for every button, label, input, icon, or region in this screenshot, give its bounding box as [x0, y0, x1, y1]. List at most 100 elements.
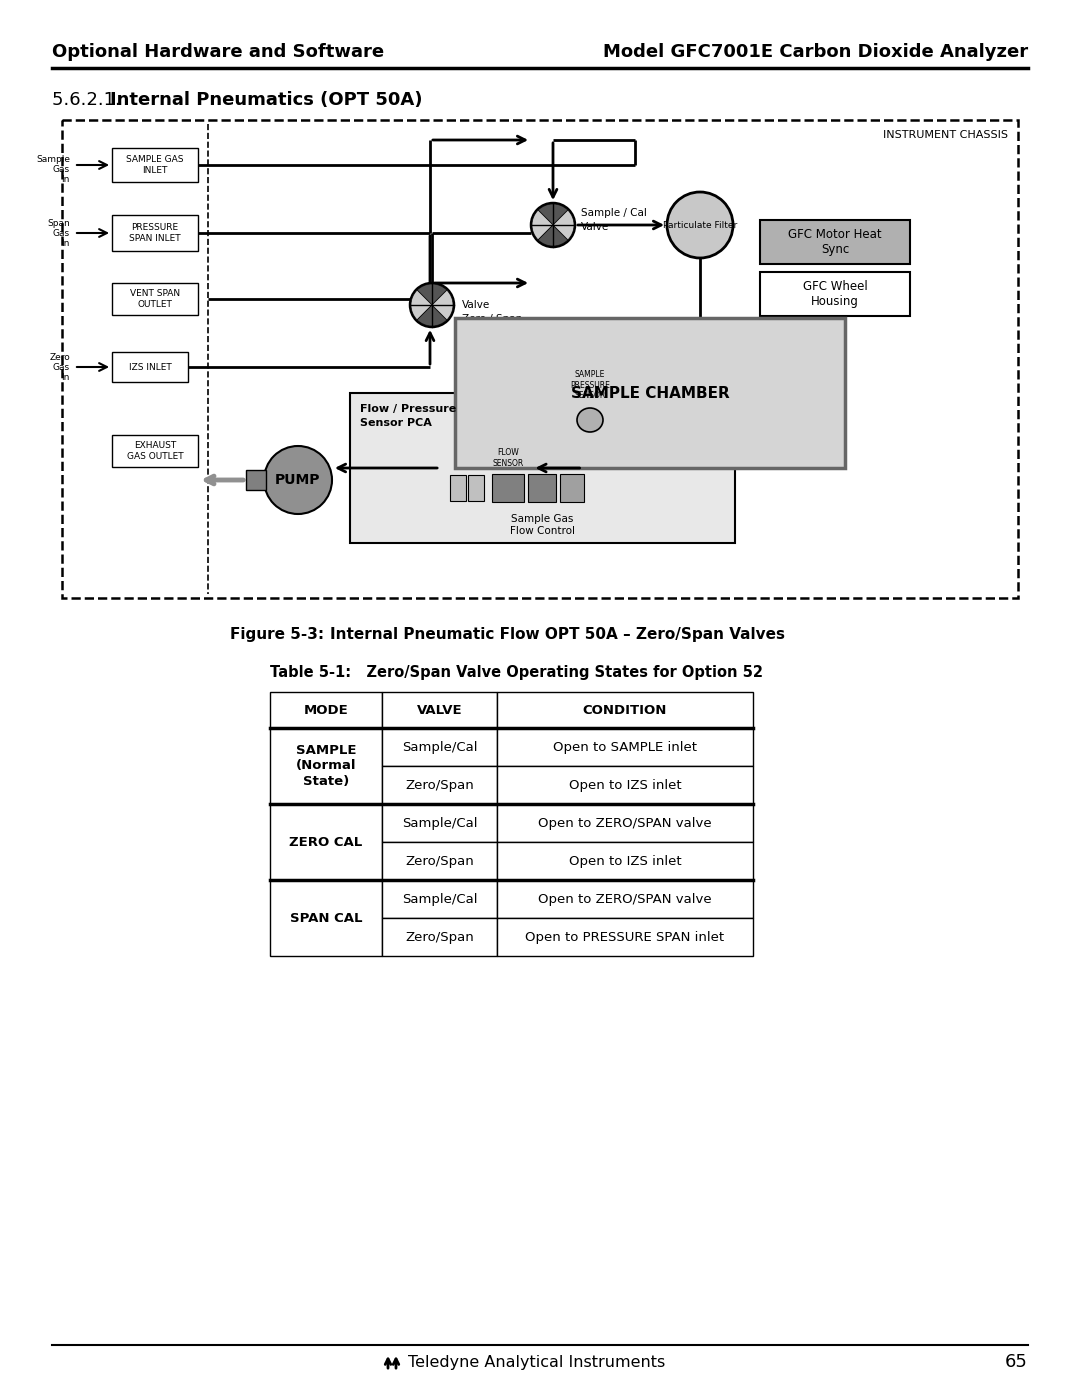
FancyBboxPatch shape [450, 475, 465, 502]
Wedge shape [538, 225, 568, 246]
Text: Sample/Cal: Sample/Cal [402, 893, 477, 905]
Wedge shape [538, 204, 568, 225]
Circle shape [531, 203, 575, 247]
Text: Open to IZS inlet: Open to IZS inlet [569, 778, 681, 792]
FancyBboxPatch shape [492, 474, 524, 502]
Text: Open to IZS inlet: Open to IZS inlet [569, 855, 681, 868]
FancyBboxPatch shape [270, 692, 382, 728]
FancyBboxPatch shape [497, 918, 753, 956]
Text: Zero/Span: Zero/Span [405, 855, 474, 868]
FancyBboxPatch shape [382, 766, 497, 805]
Circle shape [264, 446, 332, 514]
FancyBboxPatch shape [112, 148, 198, 182]
Text: Flow / Pressure: Flow / Pressure [360, 404, 456, 414]
FancyBboxPatch shape [246, 469, 266, 490]
Text: Optional Hardware and Software: Optional Hardware and Software [52, 43, 384, 61]
Text: Internal Pneumatics (OPT 50A): Internal Pneumatics (OPT 50A) [110, 91, 422, 109]
Text: In: In [62, 373, 70, 383]
Text: GFC Wheel
Housing: GFC Wheel Housing [802, 279, 867, 307]
Text: ZERO CAL: ZERO CAL [289, 835, 363, 848]
Text: Figure 5-3:: Figure 5-3: [230, 627, 346, 643]
Wedge shape [432, 291, 453, 320]
FancyBboxPatch shape [382, 880, 497, 918]
Circle shape [410, 284, 454, 327]
FancyBboxPatch shape [270, 728, 382, 805]
FancyBboxPatch shape [112, 434, 198, 467]
FancyBboxPatch shape [455, 319, 845, 468]
Text: 65: 65 [1005, 1354, 1028, 1370]
FancyBboxPatch shape [497, 728, 753, 766]
Text: CONDITION: CONDITION [583, 704, 667, 717]
Text: Sample/Cal: Sample/Cal [402, 740, 477, 753]
FancyBboxPatch shape [270, 805, 382, 880]
Text: Zero / Span: Zero / Span [462, 314, 523, 324]
Text: Table 5-1:   Zero/Span Valve Operating States for Option 52: Table 5-1: Zero/Span Valve Operating Sta… [270, 665, 762, 679]
Text: Open to ZERO/SPAN valve: Open to ZERO/SPAN valve [538, 816, 712, 830]
FancyBboxPatch shape [497, 692, 753, 728]
Text: Gas: Gas [53, 165, 70, 175]
Text: SAMPLE CHAMBER: SAMPLE CHAMBER [570, 386, 729, 401]
Wedge shape [553, 210, 573, 240]
FancyBboxPatch shape [382, 805, 497, 842]
FancyBboxPatch shape [350, 393, 735, 543]
Text: Sample Gas
Flow Control: Sample Gas Flow Control [510, 514, 575, 536]
Text: Particulate Filter: Particulate Filter [663, 221, 738, 229]
Text: In: In [62, 176, 70, 184]
Text: VENT SPAN
OUTLET: VENT SPAN OUTLET [130, 289, 180, 309]
FancyBboxPatch shape [497, 805, 753, 842]
Ellipse shape [667, 191, 733, 258]
Text: 5.6.2.1.: 5.6.2.1. [52, 91, 126, 109]
FancyBboxPatch shape [112, 284, 198, 314]
Text: Sample: Sample [36, 155, 70, 165]
FancyBboxPatch shape [561, 474, 584, 502]
FancyBboxPatch shape [497, 766, 753, 805]
Text: Internal Pneumatic Flow OPT 50A – Zero/Span Valves: Internal Pneumatic Flow OPT 50A – Zero/S… [330, 627, 785, 643]
FancyBboxPatch shape [270, 880, 382, 956]
Text: Span: Span [48, 219, 70, 229]
Text: SPAN CAL: SPAN CAL [289, 911, 362, 925]
Text: VALVE: VALVE [417, 704, 462, 717]
Text: INSTRUMENT CHASSIS: INSTRUMENT CHASSIS [883, 130, 1008, 140]
Text: SAMPLE
(Normal
State): SAMPLE (Normal State) [296, 745, 356, 788]
Text: IZS INLET: IZS INLET [129, 362, 172, 372]
Text: Zero/Span: Zero/Span [405, 778, 474, 792]
Text: EXHAUST
GAS OUTLET: EXHAUST GAS OUTLET [126, 441, 184, 461]
FancyBboxPatch shape [382, 728, 497, 766]
Text: Sample / Cal: Sample / Cal [581, 208, 647, 218]
Text: Sensor PCA: Sensor PCA [360, 418, 432, 427]
Text: FLOW
SENSOR: FLOW SENSOR [492, 448, 524, 468]
FancyBboxPatch shape [112, 215, 198, 251]
FancyBboxPatch shape [382, 842, 497, 880]
FancyBboxPatch shape [468, 475, 484, 502]
Text: Open to PRESSURE SPAN inlet: Open to PRESSURE SPAN inlet [526, 930, 725, 943]
Text: Valve: Valve [462, 300, 490, 310]
Text: Teledyne Analytical Instruments: Teledyne Analytical Instruments [408, 1355, 665, 1369]
FancyBboxPatch shape [382, 918, 497, 956]
Text: GFC Motor Heat
Sync: GFC Motor Heat Sync [788, 228, 881, 256]
Wedge shape [411, 291, 432, 320]
Text: In: In [62, 239, 70, 249]
FancyBboxPatch shape [112, 352, 188, 381]
Text: SAMPLE
PRESSURE
SENSOR: SAMPLE PRESSURE SENSOR [570, 370, 610, 400]
Text: Model GFC7001E Carbon Dioxide Analyzer: Model GFC7001E Carbon Dioxide Analyzer [603, 43, 1028, 61]
Text: Zero/Span: Zero/Span [405, 930, 474, 943]
Text: Open to ZERO/SPAN valve: Open to ZERO/SPAN valve [538, 893, 712, 905]
Text: Valve: Valve [581, 222, 609, 232]
Ellipse shape [577, 408, 603, 432]
Text: Gas: Gas [53, 363, 70, 373]
Text: MODE: MODE [303, 704, 349, 717]
Text: Zero: Zero [50, 353, 70, 362]
FancyBboxPatch shape [382, 692, 497, 728]
Text: SAMPLE GAS
INLET: SAMPLE GAS INLET [126, 155, 184, 175]
Wedge shape [417, 305, 447, 326]
FancyBboxPatch shape [497, 842, 753, 880]
FancyBboxPatch shape [497, 880, 753, 918]
Text: Sample/Cal: Sample/Cal [402, 816, 477, 830]
Wedge shape [532, 210, 553, 240]
Text: PRESSURE
SPAN INLET: PRESSURE SPAN INLET [130, 224, 180, 243]
FancyBboxPatch shape [760, 272, 910, 316]
FancyBboxPatch shape [528, 474, 556, 502]
Text: PUMP: PUMP [275, 474, 321, 488]
Wedge shape [417, 284, 447, 305]
Text: Gas: Gas [53, 229, 70, 239]
